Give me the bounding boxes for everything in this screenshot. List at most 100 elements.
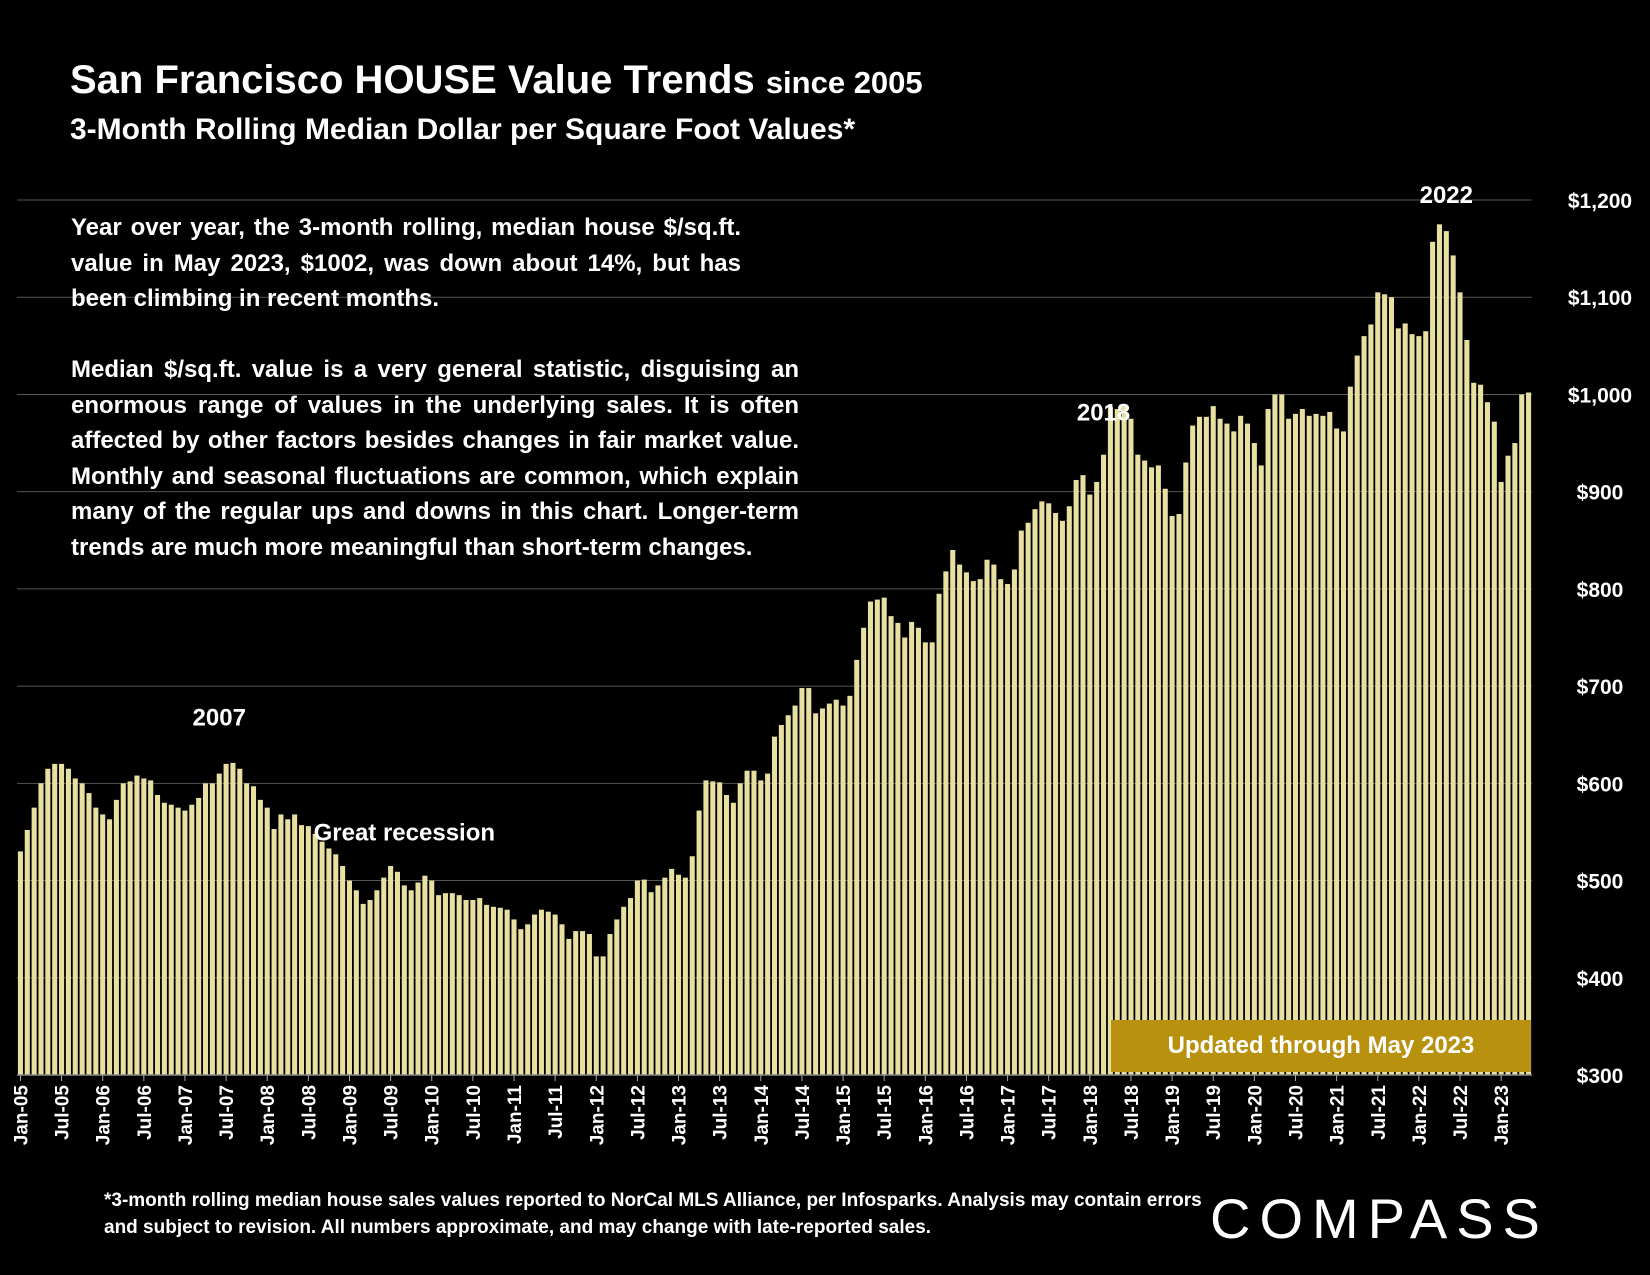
bar: [463, 900, 469, 1075]
bar: [504, 909, 510, 1075]
x-tick-label: Jul-21: [1369, 1085, 1390, 1140]
bar: [1498, 481, 1504, 1075]
bar: [1334, 428, 1340, 1076]
bar: [429, 880, 435, 1075]
bar: [1018, 530, 1024, 1075]
title-since: since 2005: [765, 65, 923, 100]
bar: [1169, 515, 1175, 1075]
bar: [497, 907, 503, 1075]
bar: [813, 713, 819, 1075]
bar: [1340, 431, 1347, 1075]
bar: [1217, 418, 1223, 1075]
bar: [1121, 406, 1127, 1075]
bar: [312, 833, 318, 1075]
x-tick-label: Jul-17: [1040, 1085, 1061, 1140]
bar: [17, 851, 23, 1075]
x-tick-label: Jul-19: [1204, 1085, 1225, 1140]
bar: [915, 627, 921, 1075]
annotation-label: Great recession: [314, 819, 495, 846]
bar: [628, 898, 634, 1075]
bar: [209, 783, 215, 1075]
bar: [120, 783, 126, 1075]
bar: [723, 795, 730, 1075]
bar: [1409, 334, 1415, 1075]
bar: [1368, 324, 1374, 1075]
y-tick-label: $900: [1577, 482, 1624, 505]
bar: [93, 807, 99, 1075]
x-tick-label: Jan-18: [1081, 1085, 1102, 1145]
bar: [161, 802, 167, 1075]
bar: [175, 807, 181, 1075]
bar: [778, 725, 784, 1075]
bar: [38, 783, 44, 1075]
bar: [436, 895, 442, 1075]
bar: [189, 804, 195, 1075]
bar: [86, 793, 92, 1075]
bar: [141, 778, 147, 1075]
bar: [374, 890, 380, 1075]
bar: [346, 880, 353, 1075]
bar: [285, 819, 291, 1075]
bar: [833, 699, 839, 1075]
bar: [929, 642, 935, 1075]
bar: [751, 770, 757, 1075]
x-tick-label: Jul-06: [135, 1085, 156, 1140]
bar: [1292, 413, 1299, 1075]
bar: [785, 715, 791, 1075]
x-tick-label: Jul-14: [793, 1085, 814, 1140]
bar: [1320, 415, 1326, 1076]
bar: [449, 893, 455, 1075]
bar: [1436, 224, 1442, 1075]
bar: [799, 688, 805, 1075]
bar: [65, 768, 71, 1075]
bar: [580, 931, 586, 1075]
bar: [1279, 394, 1285, 1075]
bar: [874, 599, 880, 1075]
bar: [525, 924, 531, 1075]
bar: [1114, 409, 1120, 1075]
bar: [1025, 522, 1031, 1075]
bar: [634, 880, 640, 1075]
bar: [552, 914, 558, 1075]
bar: [1149, 467, 1155, 1075]
bar: [456, 895, 462, 1075]
x-tick-label: Jul-10: [464, 1085, 485, 1140]
bar: [1053, 513, 1059, 1075]
bar: [559, 924, 565, 1075]
bar: [477, 898, 483, 1075]
bar: [1251, 443, 1257, 1075]
x-tick-label: Jul-22: [1451, 1085, 1472, 1140]
bar: [1519, 394, 1525, 1075]
bar: [59, 763, 65, 1075]
bar: [867, 601, 874, 1075]
annotation-label: 2018: [1077, 400, 1130, 427]
bar: [648, 892, 654, 1075]
x-tick-label: Jan-13: [670, 1085, 691, 1145]
y-tick-label: $1,200: [1568, 190, 1632, 213]
bar: [566, 938, 572, 1075]
bar: [196, 797, 202, 1075]
bar: [237, 768, 243, 1075]
bar: [621, 906, 627, 1075]
bar: [107, 819, 113, 1075]
bar: [1107, 407, 1113, 1076]
bar: [1526, 392, 1532, 1075]
bar: [1265, 409, 1271, 1075]
bar: [216, 773, 222, 1075]
commentary-paragraph-2: Median $/sq.ft. value is a very general …: [71, 356, 799, 561]
bar: [1313, 413, 1319, 1075]
x-tick-label: Jan-22: [1410, 1085, 1431, 1145]
bar: [1094, 481, 1100, 1075]
bar: [682, 877, 688, 1075]
bar: [470, 900, 476, 1075]
bar: [1197, 416, 1203, 1075]
footnote: *3-month rolling median house sales valu…: [104, 1190, 1202, 1238]
y-tick-label: $400: [1577, 968, 1624, 991]
bar: [31, 807, 37, 1075]
bar: [401, 885, 407, 1075]
bar: [1066, 506, 1072, 1075]
bar: [1087, 494, 1093, 1076]
bar: [806, 688, 812, 1075]
annotation-label: 2022: [1420, 182, 1473, 209]
y-axis: $1,200 $1,100 $1,000 $900 $800 $700 $600 $500 $4…: [1568, 190, 1632, 1088]
